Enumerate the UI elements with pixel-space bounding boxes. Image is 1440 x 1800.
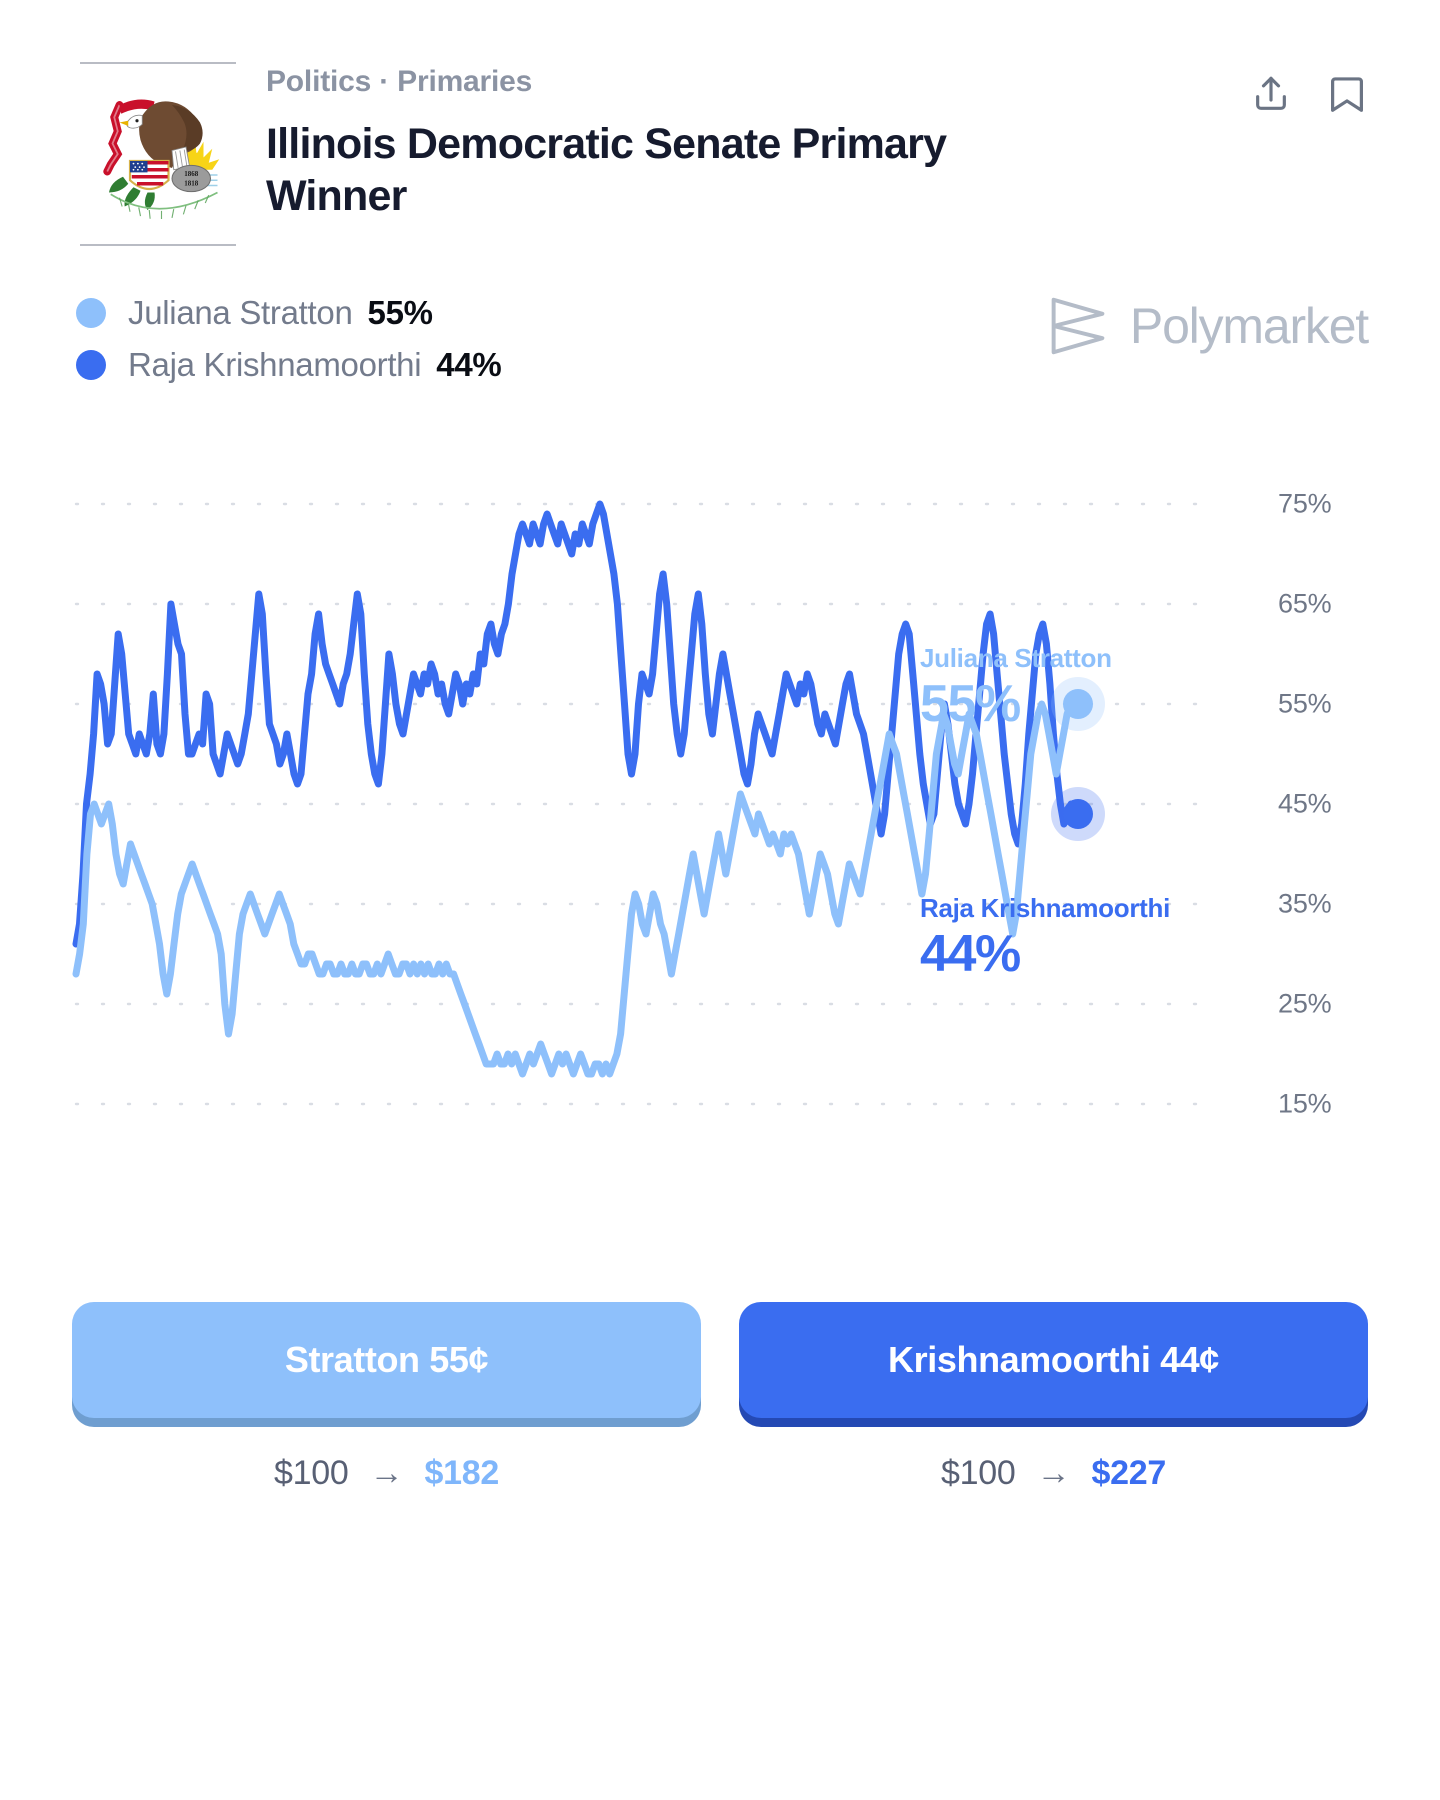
series-line	[72, 500, 1082, 948]
market-header: 1868 1818 Politics · Primaries Illinois …	[0, 0, 1440, 252]
legend-item-krishnamoorthi[interactable]: Raja Krishnamoorthi 44%	[76, 346, 502, 384]
payout-from-stratton: $100	[274, 1454, 349, 1492]
buy-krishnamoorthi-button[interactable]: Krishnamoorthi 44¢	[739, 1302, 1368, 1418]
series-end-label-value: 55%	[920, 674, 1021, 733]
buy-stratton-button[interactable]: Stratton 55¢	[72, 1302, 701, 1418]
y-axis-tick-label: 65%	[1278, 588, 1332, 619]
payout-to-krishnamoorthi: $227	[1091, 1454, 1167, 1492]
price-history-chart[interactable]: 75% 65% 55% 45% 35% 25% 15% Juliana Stratton 55…	[0, 444, 1440, 1244]
illinois-flag-icon: 1868 1818	[80, 56, 236, 252]
legend-color-dot-krishnamoorthi	[76, 350, 106, 380]
end-dot	[1063, 799, 1093, 829]
action-column-yes: Stratton 55¢ $100 → $182	[72, 1302, 701, 1493]
illinois-seal-graphic: 1868 1818	[103, 99, 220, 219]
legend-color-dot-stratton	[76, 298, 106, 328]
payout-arrow-stratton: →	[369, 1454, 404, 1492]
chart-canvas[interactable]	[0, 444, 1440, 1244]
y-axis-tick-label: 45%	[1278, 788, 1332, 819]
series-line	[72, 700, 1082, 1078]
y-axis-tick-label: 15%	[1278, 1088, 1332, 1119]
legend-label-stratton: Juliana Stratton	[128, 294, 353, 331]
header-actions	[1250, 72, 1368, 118]
y-axis-tick-label: 25%	[1278, 988, 1332, 1019]
series-end-label: Juliana Stratton 55%	[920, 644, 1112, 731]
legend-item-stratton[interactable]: Juliana Stratton 55%	[76, 294, 501, 332]
payout-stratton: $100 → $182	[72, 1454, 701, 1493]
series-end-label-value: 44%	[920, 924, 1021, 983]
legend-value-krishnamoorthi: 44%	[436, 346, 502, 383]
svg-text:1818: 1818	[184, 180, 199, 188]
payout-krishnamoorthi: $100 → $227	[739, 1454, 1368, 1493]
polymarket-bowtie-logo	[1051, 297, 1105, 355]
brand-name: Polymarket	[1129, 298, 1369, 354]
trade-actions: Stratton 55¢ $100 → $182 Krishnamoorthi …	[0, 1302, 1440, 1493]
legend-value-stratton: 55%	[367, 294, 433, 331]
chart-legend: Juliana Stratton 55% Raja Krishnamoorthi…	[76, 290, 502, 398]
series-end-label-name: Raja Krishnamoorthi	[920, 893, 1171, 923]
share-upload-icon[interactable]	[1250, 72, 1292, 118]
header-text-block: Politics · Primaries Illinois Democratic…	[236, 56, 1368, 223]
payout-arrow-krishnamoorthi: →	[1036, 1454, 1071, 1492]
legend-label-krishnamoorthi: Raja Krishnamoorthi	[128, 346, 422, 383]
action-column-no: Krishnamoorthi 44¢ $100 → $227	[739, 1302, 1368, 1493]
series-end-label: Raja Krishnamoorthi 44%	[920, 894, 1170, 981]
legend-and-brand: Juliana Stratton 55% Raja Krishnamoorthi…	[0, 252, 1440, 398]
page-title: Illinois Democratic Senate Primary Winne…	[266, 120, 947, 221]
series-end-label-name: Juliana Stratton	[920, 643, 1112, 673]
breadcrumb[interactable]: Politics · Primaries	[266, 65, 533, 98]
bookmark-icon[interactable]	[1326, 72, 1368, 118]
payout-to-stratton: $182	[424, 1454, 500, 1492]
end-dot	[1063, 689, 1093, 719]
y-axis-tick-label: 75%	[1278, 488, 1332, 519]
payout-from-krishnamoorthi: $100	[941, 1454, 1016, 1492]
y-axis-tick-label: 35%	[1278, 888, 1332, 919]
y-axis-tick-labels: 75% 65% 55% 45% 35% 25% 15%	[1278, 444, 1398, 1244]
svg-text:1868: 1868	[184, 170, 199, 178]
polymarket-brand: Polymarket	[1046, 290, 1384, 356]
y-axis-tick-label: 55%	[1278, 688, 1332, 719]
